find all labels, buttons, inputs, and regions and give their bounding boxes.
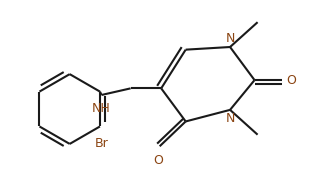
Text: Br: Br (95, 137, 109, 150)
Text: O: O (286, 74, 296, 87)
Text: NH: NH (92, 102, 111, 115)
Text: N: N (225, 112, 235, 125)
Text: O: O (153, 154, 163, 167)
Text: N: N (225, 32, 235, 45)
